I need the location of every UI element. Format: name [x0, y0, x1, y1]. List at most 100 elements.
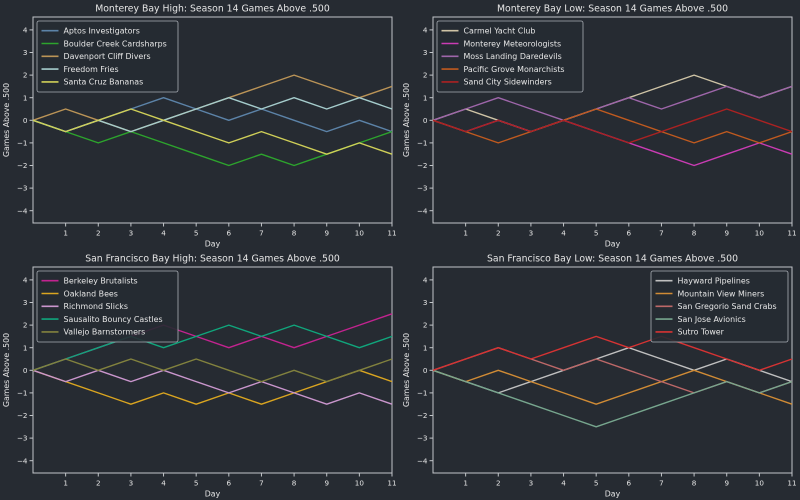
legend-label: Moss Landing Daredevils — [464, 52, 562, 61]
series-line-pacific-grove-monarchists — [432, 108, 793, 144]
y-tick-label: 0 — [23, 116, 28, 125]
legend-box — [436, 20, 584, 93]
legend-label: Boulder Creek Cardsharps — [64, 39, 167, 48]
chart-title: Monterey Bay High: Season 14 Games Above… — [95, 4, 330, 15]
y-tick-label: −4 — [417, 206, 428, 215]
x-tick-label: 8 — [292, 479, 297, 488]
legend-label: San Gregorio Sand Crabs — [678, 302, 777, 311]
x-tick-label: 10 — [755, 229, 765, 238]
legend-label: San Jose Avionics — [678, 315, 746, 324]
x-tick-label: 5 — [594, 229, 599, 238]
x-tick-label: 9 — [324, 479, 329, 488]
series-line-sutro-tower — [432, 335, 793, 372]
y-tick-label: 2 — [423, 321, 428, 330]
x-tick-label: 4 — [161, 229, 166, 238]
x-tick-label: 1 — [63, 479, 68, 488]
x-tick-label: 3 — [529, 229, 534, 238]
chart-monterey-bay-high-plot: Monterey Bay High: Season 14 Games Above… — [0, 0, 400, 250]
chart-title: San Francisco Bay High: Season 14 Games … — [85, 254, 340, 265]
legend-label: Oakland Bees — [64, 289, 118, 298]
y-tick-label: 0 — [423, 116, 428, 125]
legend-label: Davenport Cliff Divers — [64, 52, 151, 61]
legend-label: Sausalito Bouncy Castles — [64, 315, 163, 324]
x-tick-label: 9 — [724, 229, 729, 238]
y-tick-label: 1 — [23, 343, 28, 352]
legend-label: Sutro Tower — [678, 328, 725, 337]
legend: Carmel Yacht Club Monterey Meteorologists… — [436, 20, 584, 93]
y-tick-label: −1 — [17, 389, 28, 398]
x-tick-label: 8 — [292, 229, 297, 238]
x-tick-label: 11 — [787, 229, 796, 238]
legend: Berkeley Brutalists Oakland Bees Richmond … — [36, 270, 179, 343]
x-tick-label: 7 — [259, 479, 264, 488]
x-tick-label: 2 — [496, 229, 501, 238]
x-tick-label: 7 — [659, 229, 664, 238]
x-tick-label: 10 — [355, 229, 365, 238]
y-tick-label: 0 — [23, 366, 28, 375]
y-tick-label: −3 — [17, 184, 28, 193]
y-tick-label: 1 — [423, 343, 428, 352]
y-tick-label: −3 — [417, 434, 428, 443]
x-tick-label: 1 — [463, 479, 468, 488]
legend-label: Monterey Meteorologists — [464, 39, 562, 48]
x-tick-label: 5 — [594, 479, 599, 488]
legend-label: Carmel Yacht Club — [464, 27, 536, 36]
y-tick-label: −3 — [417, 184, 428, 193]
x-tick-label: 2 — [96, 229, 101, 238]
x-tick-label: 7 — [659, 479, 664, 488]
legend-box — [36, 20, 179, 93]
y-tick-label: −2 — [17, 161, 28, 170]
chart-san-francisco-bay-low-plot: San Francisco Bay Low: Season 14 Games A… — [400, 250, 800, 500]
x-tick-label: 4 — [561, 479, 566, 488]
y-tick-label: 3 — [423, 298, 428, 307]
chart-monterey-bay-low-plot: Monterey Bay Low: Season 14 Games Above … — [400, 0, 800, 250]
x-tick-label: 9 — [724, 479, 729, 488]
series-line-sausalito-bouncy-castles — [32, 324, 393, 371]
chart-monterey-bay-high: Monterey Bay High: Season 14 Games Above… — [0, 0, 400, 250]
x-tick-label: 9 — [324, 229, 329, 238]
x-tick-label: 4 — [561, 229, 566, 238]
legend-label: Vallejo Barnstormers — [64, 328, 146, 337]
y-tick-label: 4 — [23, 276, 28, 285]
legend-label: Freedom Fries — [64, 65, 119, 74]
x-tick-label: 3 — [129, 479, 134, 488]
series-line-richmond-slicks — [32, 369, 393, 405]
chart-monterey-bay-low: Monterey Bay Low: Season 14 Games Above … — [400, 0, 800, 250]
chart-san-francisco-bay-high: San Francisco Bay High: Season 14 Games … — [0, 250, 400, 500]
y-tick-label: 4 — [423, 26, 428, 35]
y-tick-label: −2 — [417, 411, 428, 420]
y-axis-label: Games Above .500 — [402, 333, 411, 407]
x-tick-label: 7 — [259, 229, 264, 238]
y-tick-label: −4 — [17, 206, 28, 215]
x-tick-label: 11 — [387, 479, 396, 488]
x-tick-label: 6 — [227, 229, 232, 238]
y-tick-label: 2 — [423, 71, 428, 80]
x-tick-label: 6 — [627, 479, 632, 488]
y-tick-label: 0 — [423, 366, 428, 375]
legend-label: Mountain View Miners — [678, 289, 765, 298]
x-tick-label: 1 — [463, 229, 468, 238]
y-tick-label: −3 — [17, 434, 28, 443]
legend-box — [36, 270, 179, 343]
x-tick-label: 2 — [496, 479, 501, 488]
x-tick-label: 11 — [387, 229, 396, 238]
x-axis-label: Day — [205, 240, 221, 249]
y-tick-label: 2 — [23, 71, 28, 80]
x-tick-label: 4 — [161, 479, 166, 488]
x-tick-label: 10 — [355, 479, 365, 488]
y-axis-label: Games Above .500 — [2, 333, 11, 407]
legend: Aptos Investigators Boulder Creek Cardsha… — [36, 20, 179, 93]
y-tick-label: −2 — [17, 411, 28, 420]
x-tick-label: 5 — [194, 479, 199, 488]
series-line-santa-cruz-bananas — [32, 108, 393, 155]
x-tick-label: 3 — [129, 229, 134, 238]
x-axis-label: Day — [605, 240, 621, 249]
y-tick-label: 4 — [423, 276, 428, 285]
x-tick-label: 11 — [787, 479, 796, 488]
y-tick-label: −4 — [17, 456, 28, 465]
y-tick-label: 3 — [423, 48, 428, 57]
y-tick-label: 2 — [23, 321, 28, 330]
series-line-vallejo-barnstormers — [32, 358, 393, 383]
x-tick-label: 6 — [627, 229, 632, 238]
